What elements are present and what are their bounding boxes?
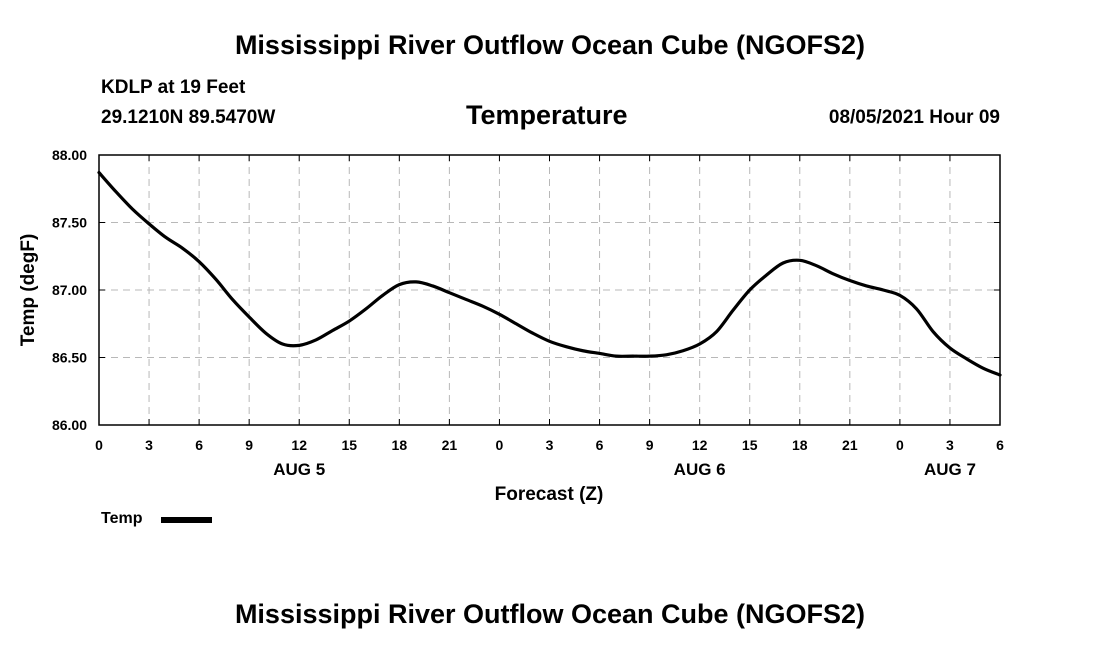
legend-label: Temp bbox=[101, 510, 143, 527]
x-tick-label: 12 bbox=[291, 437, 307, 453]
x-tick-label: 9 bbox=[646, 437, 654, 453]
x-tick-label: 21 bbox=[442, 437, 458, 453]
y-tick-label: 87.50 bbox=[52, 215, 87, 231]
x-tick-label: 15 bbox=[341, 437, 357, 453]
x-tick-label: 3 bbox=[546, 437, 554, 453]
x-tick-label: 0 bbox=[496, 437, 504, 453]
day-label: AUG 7 bbox=[924, 460, 976, 479]
x-tick-label: 3 bbox=[946, 437, 954, 453]
y-tick-label: 86.00 bbox=[52, 417, 87, 433]
y-tick-label: 88.00 bbox=[52, 147, 87, 163]
x-tick-label: 3 bbox=[145, 437, 153, 453]
y-tick-label: 87.00 bbox=[52, 282, 87, 298]
x-tick-label: 21 bbox=[842, 437, 858, 453]
x-tick-label: 0 bbox=[896, 437, 904, 453]
x-tick-label: 6 bbox=[996, 437, 1004, 453]
page-title: Mississippi River Outflow Ocean Cube (NG… bbox=[234, 30, 866, 60]
datetime-label: 08/05/2021 Hour 09 bbox=[828, 107, 1000, 128]
station-label: KDLP at 19 Feet bbox=[101, 77, 246, 98]
day-label: AUG 5 bbox=[273, 460, 325, 479]
x-tick-label: 12 bbox=[692, 437, 708, 453]
variable-title: Temperature bbox=[466, 100, 628, 130]
series-line-temp bbox=[97, 170, 1002, 377]
x-tick-label: 6 bbox=[195, 437, 203, 453]
axis-ticks bbox=[98, 154, 1001, 426]
grid bbox=[99, 155, 1000, 425]
day-labels: AUG 5 AUG 6 AUG 7 bbox=[273, 460, 976, 479]
x-tick-label: 9 bbox=[245, 437, 253, 453]
x-tick-label: 18 bbox=[792, 437, 808, 453]
coordinates-label: 29.1210N 89.5470W bbox=[101, 107, 276, 128]
x-tick-label: 18 bbox=[392, 437, 408, 453]
x-tick-labels: 0 3 6 9 12 15 18 21 0 3 6 9 12 15 18 21 0 3 6 bbox=[95, 437, 1004, 453]
footer-title: Mississippi River Outflow Ocean Cube (NG… bbox=[234, 599, 866, 629]
x-tick-label: 6 bbox=[596, 437, 604, 453]
y-tick-labels: 86.00 86.50 87.00 87.50 88.00 bbox=[52, 147, 87, 433]
legend-swatch bbox=[161, 517, 212, 523]
x-axis-title: Forecast (Z) bbox=[495, 484, 604, 505]
x-tick-label: 15 bbox=[742, 437, 758, 453]
y-tick-label: 86.50 bbox=[52, 350, 87, 366]
x-tick-label: 0 bbox=[95, 437, 103, 453]
y-axis-title: Temp (degF) bbox=[18, 234, 39, 347]
day-label: AUG 6 bbox=[674, 460, 726, 479]
